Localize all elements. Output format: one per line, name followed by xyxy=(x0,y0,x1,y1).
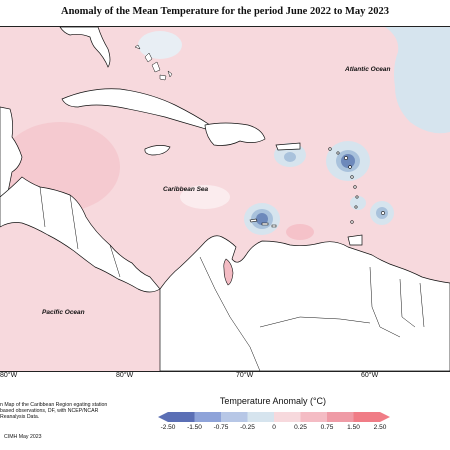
map-credit: CIMH May 2023 xyxy=(4,434,42,440)
anomaly-warm-venezuela-coast xyxy=(286,224,314,240)
anomaly-cool-abc-core xyxy=(256,213,268,225)
legend-swatch xyxy=(194,412,221,422)
legend-tick-label: -0.75 xyxy=(213,424,229,431)
legend-tick-label: 0.75 xyxy=(320,424,334,431)
pacific-ocean-label: Pacific Ocean xyxy=(42,309,85,316)
legend-tick-label: 0 xyxy=(272,424,276,431)
anomaly-neutral-caribbean xyxy=(180,185,230,209)
legend-swatch xyxy=(168,412,195,422)
map-title: Anomaly of the Mean Temperature for the … xyxy=(60,6,389,17)
longitude-tick-label: 80°W xyxy=(116,372,134,379)
lake-maracaibo xyxy=(223,258,234,286)
land-bahamas xyxy=(134,44,173,81)
land-lesser-antilles xyxy=(328,147,385,224)
legend-tick-label: 0.25 xyxy=(294,424,307,431)
legend-colorbar-svg xyxy=(158,412,390,422)
anomaly-cool-atlantic xyxy=(385,27,450,134)
legend-swatch xyxy=(247,412,274,422)
land-florida xyxy=(59,27,111,68)
legend-swatch xyxy=(274,412,301,422)
anomaly-cool-leeward-core xyxy=(341,154,355,168)
legend-swatch xyxy=(300,412,327,422)
legend-tick-label: -1.50 xyxy=(187,424,202,431)
legend-tick-label: 2.50 xyxy=(373,424,387,431)
legend-tick-label: -0.25 xyxy=(240,424,255,431)
legend-swatch xyxy=(221,412,248,422)
atlantic-ocean-label: Atlantic Ocean xyxy=(344,66,391,73)
legend-swatch xyxy=(353,412,380,422)
map-notes: n Map of the Caribbean Region egating st… xyxy=(0,402,108,421)
land-jamaica xyxy=(144,145,171,156)
land-hispaniola xyxy=(204,122,266,146)
legend-colorbar xyxy=(158,411,390,423)
legend-cap-low xyxy=(158,412,168,422)
longitude-tick-label: 80°W xyxy=(0,372,18,379)
country-borders xyxy=(39,186,425,371)
anomaly-cool-windward xyxy=(350,196,366,210)
longitude-tick-label: 60°W xyxy=(361,372,379,379)
land-puerto-rico xyxy=(275,142,301,151)
legend-swatch xyxy=(327,412,354,422)
land-cuba xyxy=(61,88,211,130)
map-canvas: Atlantic Ocean Caribbean Sea Pacific Oce… xyxy=(0,27,450,371)
longitude-tick-label: 70°W xyxy=(236,372,254,379)
legend-cap-high xyxy=(380,412,390,422)
anomaly-neutral-bahamas xyxy=(138,31,182,59)
anomaly-map: Atlantic Ocean Caribbean Sea Pacific Oce… xyxy=(0,26,450,372)
caribbean-sea-label: Caribbean Sea xyxy=(163,186,209,193)
legend-tick-label: -2.50 xyxy=(160,424,176,431)
legend-title: Temperature Anomaly (°C) xyxy=(219,396,327,406)
land-trinidad xyxy=(347,234,363,246)
anomaly-cool-pr-core xyxy=(284,152,296,162)
land-abc-islands xyxy=(249,218,277,228)
legend-tick-label: 1.50 xyxy=(347,424,360,431)
